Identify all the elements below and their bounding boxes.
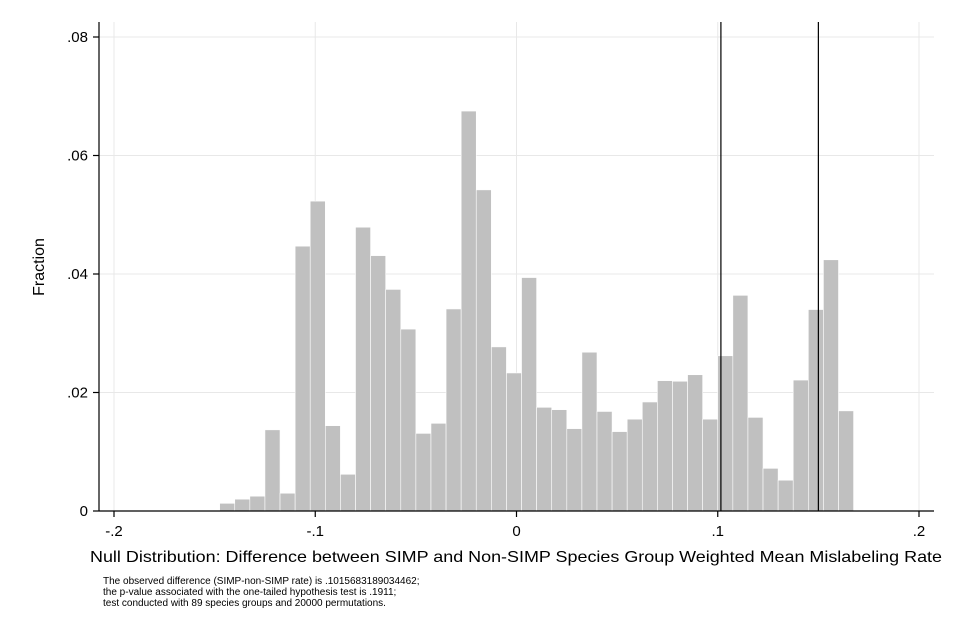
histogram-bar bbox=[581, 351, 598, 512]
histogram-bar bbox=[762, 468, 779, 512]
histogram-bar bbox=[823, 259, 839, 512]
histogram-bar bbox=[717, 355, 734, 512]
footnote-line-1: The observed difference (SIMP-non-SIMP r… bbox=[103, 576, 420, 587]
histogram-bar bbox=[657, 380, 673, 512]
histogram-bar bbox=[491, 346, 507, 512]
x-tick-label: .1 bbox=[711, 523, 724, 540]
histogram-bar bbox=[732, 295, 749, 512]
histogram-bar bbox=[325, 425, 341, 512]
histogram-bar bbox=[430, 423, 447, 512]
histogram-bar bbox=[415, 433, 432, 512]
histogram-bar bbox=[808, 309, 824, 512]
histogram-bar bbox=[460, 110, 477, 512]
histogram-bar bbox=[294, 245, 311, 512]
histogram-bar bbox=[747, 417, 764, 512]
histogram-plot: 0 .02 .04 .06 .08 -.2 -.1 0 .1 .2 Null Distributio… bbox=[31, 22, 942, 566]
histogram-bar bbox=[279, 492, 296, 512]
histogram-bar bbox=[355, 226, 371, 512]
footnote: The observed difference (SIMP-non-SIMP r… bbox=[103, 576, 420, 609]
y-tick-label: .02 bbox=[67, 385, 88, 402]
histogram-bar bbox=[792, 379, 809, 512]
x-axis-title: Null Distribution: Difference between SI… bbox=[90, 549, 942, 566]
histogram-bar bbox=[340, 473, 356, 512]
histogram-bar bbox=[264, 429, 281, 512]
histogram-bar bbox=[536, 407, 553, 512]
y-tick-label: .06 bbox=[67, 148, 88, 165]
histogram-bar bbox=[309, 200, 326, 512]
histogram-bar bbox=[551, 409, 568, 512]
footnote-line-3: test conducted with 89 species groups an… bbox=[103, 598, 386, 609]
histogram-bar bbox=[838, 410, 854, 512]
x-tick-label: -.1 bbox=[306, 523, 324, 540]
histogram-bar bbox=[234, 498, 251, 512]
histogram-bar bbox=[506, 372, 522, 512]
histogram-bar bbox=[385, 289, 402, 512]
histogram-bar bbox=[641, 401, 658, 512]
histogram-bar bbox=[521, 277, 537, 512]
x-tick-label: .2 bbox=[913, 523, 926, 540]
histogram-bar bbox=[249, 495, 266, 512]
histogram-bar bbox=[400, 328, 417, 512]
histogram-bar bbox=[702, 418, 719, 512]
footnote-line-2: the p-value associated with the one-tail… bbox=[103, 587, 397, 598]
y-axis-title: Fraction bbox=[31, 238, 48, 296]
histogram-bar bbox=[611, 431, 628, 512]
y-tick-label: .04 bbox=[67, 266, 88, 283]
histogram-bar bbox=[672, 380, 688, 512]
histogram-bar bbox=[626, 418, 643, 512]
histogram-bar bbox=[687, 374, 703, 512]
histogram-bar bbox=[475, 189, 492, 512]
histogram-bar bbox=[219, 502, 236, 512]
histogram-bar bbox=[596, 411, 613, 512]
histogram-bar bbox=[566, 428, 583, 512]
histogram-bar bbox=[445, 308, 462, 512]
x-tick-label: -.2 bbox=[105, 523, 123, 540]
histogram-bar bbox=[370, 255, 386, 512]
y-tick-label: 0 bbox=[80, 503, 88, 520]
histogram-bar bbox=[777, 479, 794, 512]
y-tick-label: .08 bbox=[67, 29, 88, 46]
x-tick-label: 0 bbox=[512, 523, 520, 540]
